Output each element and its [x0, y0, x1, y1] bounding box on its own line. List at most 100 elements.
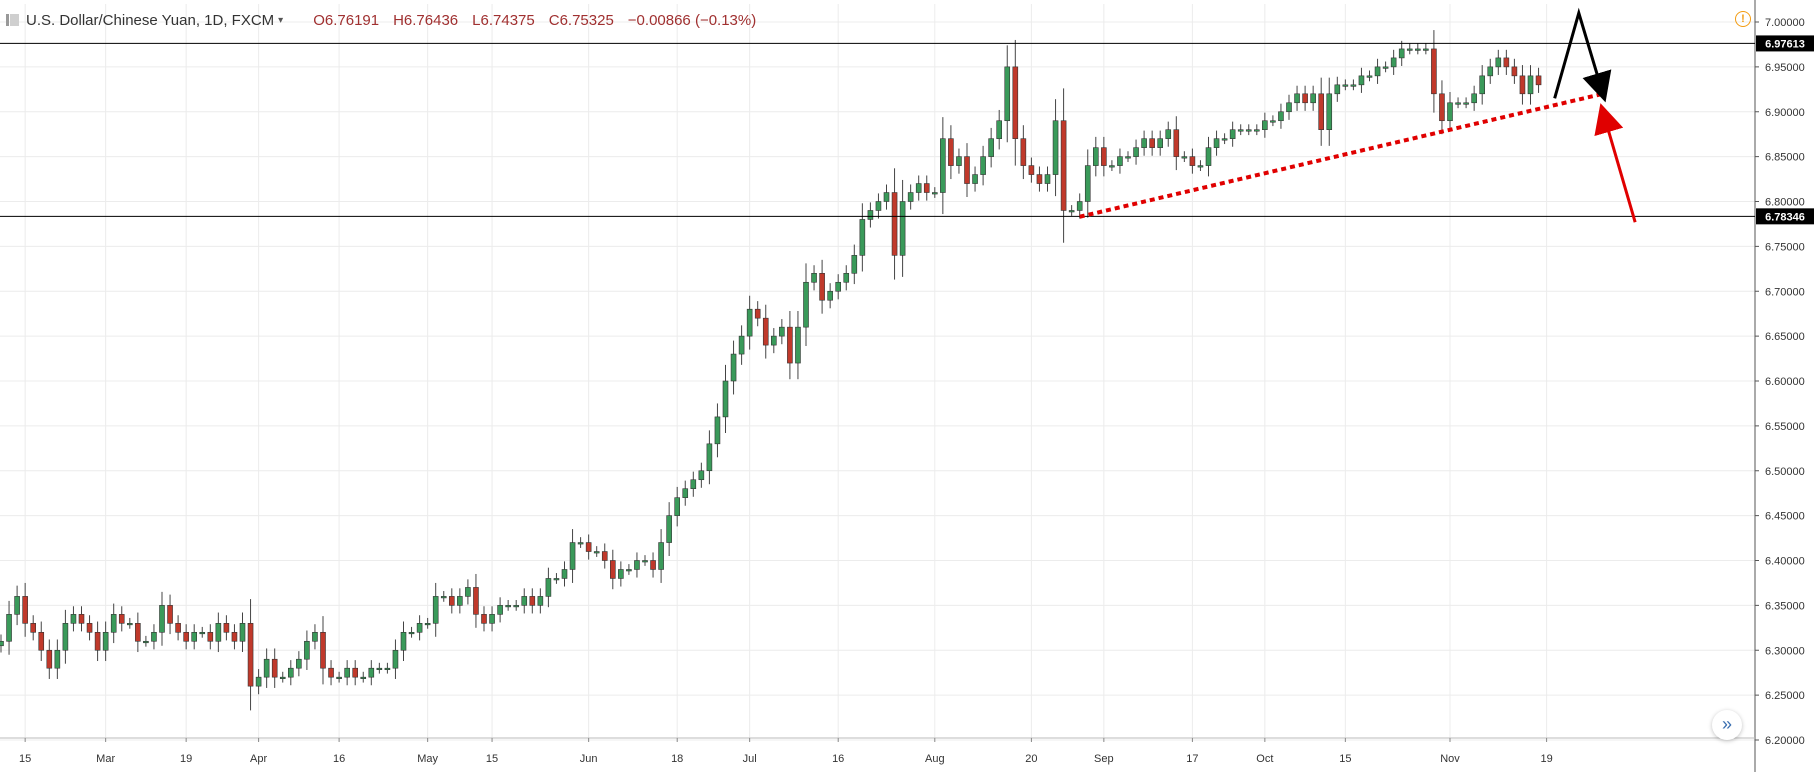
candle-body-up [618, 569, 624, 579]
candle-body-down [1020, 138, 1027, 166]
candle [102, 621, 109, 662]
candle-body-up [1270, 120, 1276, 123]
warning-icon[interactable]: ! [1735, 11, 1751, 27]
candle-body-up [384, 667, 391, 671]
candle-body-up [1527, 75, 1534, 95]
candle [972, 166, 978, 192]
candle [1350, 79, 1357, 91]
candle-body-down [923, 183, 930, 193]
x-tick-label: 15 [486, 753, 498, 765]
candle-body-up [770, 335, 777, 346]
candle-body-up [489, 614, 495, 624]
candle-body-up [1084, 165, 1091, 202]
open-value: O6.76191 [313, 11, 380, 29]
candle [239, 612, 246, 653]
candle [698, 462, 705, 488]
candle [1487, 58, 1494, 84]
candle [1012, 39, 1019, 166]
candle-body-up [1286, 102, 1292, 113]
candle-body-up [883, 192, 890, 202]
candle [1181, 151, 1188, 163]
candle [634, 552, 640, 578]
candle [730, 340, 737, 395]
candle [505, 599, 511, 611]
candle-body-up [1181, 156, 1188, 159]
candle-body-down [585, 542, 592, 552]
candle-body-up [1479, 75, 1485, 95]
level-price-tag [1756, 35, 1814, 52]
candle [86, 615, 93, 641]
candle-body-up [980, 156, 986, 175]
candle [1374, 58, 1381, 84]
candle-body-up [1278, 111, 1284, 122]
candle [231, 624, 238, 650]
candle-body-up [835, 281, 842, 292]
candle [1093, 136, 1099, 177]
candle-body-up [1342, 84, 1349, 87]
red-arrow-annotation[interactable] [1594, 103, 1637, 223]
candle [931, 187, 938, 198]
candle-body-down [135, 623, 141, 642]
candle [1382, 61, 1389, 73]
candle [722, 364, 729, 434]
candle [22, 582, 28, 637]
candle [328, 660, 334, 686]
y-tick-label: 6.80000 [1765, 197, 1805, 209]
candle [1415, 43, 1421, 55]
black-arrow-annotation[interactable] [1553, 7, 1612, 103]
candle [1455, 97, 1461, 109]
y-tick-label: 6.50000 [1765, 466, 1805, 478]
candle-body-up [746, 308, 753, 337]
candle [1213, 130, 1220, 156]
candle-body-down [1189, 156, 1196, 166]
time-axis: 15 Mar 19 Apr 16 May 15 Jun 18 Jul 16 Aug 20 Sep 17 Oct… [0, 737, 1755, 765]
candle-body-up [6, 614, 12, 642]
candle [1117, 148, 1123, 174]
x-tick-label: 16 [832, 753, 844, 765]
candle-body-down [601, 551, 608, 561]
candle-body-down [328, 667, 334, 678]
candle [642, 555, 648, 566]
candle-body-up [255, 676, 262, 687]
candle-body-up [1406, 48, 1413, 51]
candle-body-up [505, 605, 511, 608]
candle-body-down [231, 631, 238, 642]
candle [996, 109, 1003, 150]
candle-body-down [175, 623, 181, 633]
chart-type-icon[interactable] [6, 13, 20, 27]
candle-body-up [907, 192, 914, 202]
candle-body-up [239, 623, 246, 642]
candle-body-up [1109, 165, 1115, 168]
candle [1028, 157, 1035, 183]
candle [1157, 130, 1163, 156]
candle-body-up [287, 667, 294, 678]
candle [1076, 193, 1083, 219]
candle-body-down [762, 317, 769, 346]
candle [1052, 99, 1059, 197]
candle-body-up [545, 578, 552, 597]
candle-body-up [674, 497, 681, 516]
chevron-down-icon[interactable]: ▾ [278, 14, 284, 26]
scroll-to-latest-button[interactable]: » [1712, 710, 1742, 740]
x-tick-label: Oct [1256, 753, 1273, 765]
y-tick-label: 6.45000 [1765, 511, 1805, 523]
candle [1165, 121, 1172, 147]
candle-body-down [30, 623, 37, 633]
symbol-title[interactable]: U.S. Dollar/Chinese Yuan, 1D, FXCM [26, 11, 275, 29]
candle-body-down [223, 623, 230, 633]
candle [585, 534, 592, 560]
candle-body-up [682, 488, 689, 498]
candle [795, 310, 801, 380]
candle-body-up [127, 623, 133, 626]
candle [1262, 112, 1268, 138]
candle [465, 579, 471, 605]
candle-body-up [1205, 147, 1212, 166]
candle [1141, 130, 1147, 156]
candle [207, 624, 214, 650]
candle-body-down [787, 326, 793, 364]
candle [1197, 160, 1204, 171]
candle-body-down [1173, 129, 1180, 157]
candle [843, 265, 850, 291]
candle [6, 600, 12, 655]
